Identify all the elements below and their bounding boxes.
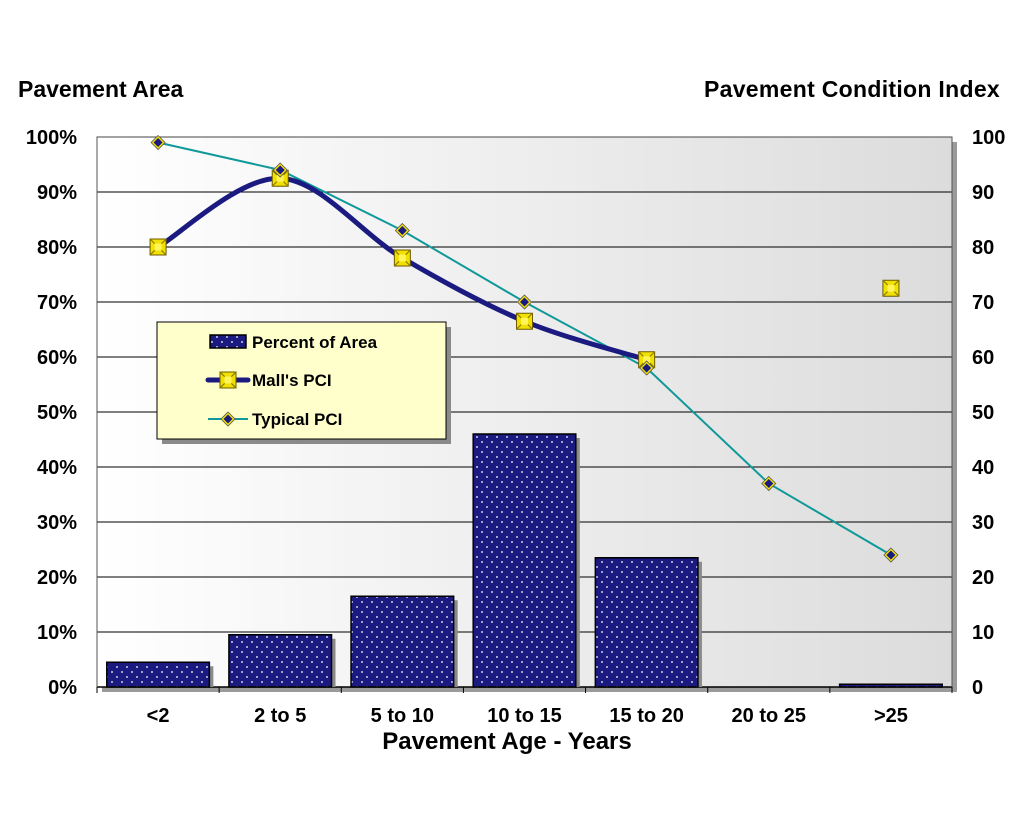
y-left-tick-label: 100% — [26, 127, 77, 149]
malls-pci-point — [393, 249, 411, 267]
malls-pci-point — [516, 312, 533, 330]
y-right-tick-label: 100 — [972, 127, 1005, 149]
y-left-tick-label: 50% — [37, 402, 77, 424]
legend-swatch-typical-marker — [220, 411, 236, 427]
typical-pci-point — [883, 547, 899, 563]
y-right-tick-label: 20 — [972, 567, 994, 589]
x-tick-label: 5 to 10 — [371, 705, 434, 727]
legend-label-percent-of-area: Percent of Area — [252, 333, 378, 352]
right-axis-title: Pavement Condition Index — [703, 76, 1000, 102]
bar — [594, 557, 699, 688]
y-left-tick-label: 70% — [37, 292, 77, 314]
x-axis-title: Pavement Age - Years — [382, 728, 632, 755]
malls-pci-point — [271, 169, 289, 187]
y-right-tick-label: 60 — [972, 347, 994, 369]
typical-pci-point — [272, 162, 288, 178]
typical-pci-point — [761, 475, 777, 492]
left-axis-title: Pavement Area — [18, 76, 184, 102]
y-right-tick-label: 0 — [972, 677, 983, 699]
bar — [350, 595, 455, 688]
legend: Percent of Area Mall's PCI Typical PCI — [156, 321, 451, 444]
legend-swatch-bar — [209, 334, 247, 349]
legend-box — [156, 321, 447, 440]
y-left-tick-label: 20% — [37, 567, 77, 589]
y-left-tick-label: 90% — [37, 182, 77, 204]
y-left-tick-label: 80% — [37, 237, 77, 259]
legend-label-typical-pci: Typical PCI — [252, 410, 342, 429]
y-left-tick-label: 60% — [37, 347, 77, 369]
x-tick-label: 15 to 20 — [609, 705, 683, 727]
bar — [106, 661, 211, 688]
x-tick-label: 2 to 5 — [254, 705, 306, 727]
x-tick-label: >25 — [874, 705, 908, 727]
y-right-tick-label: 70 — [972, 292, 994, 314]
y-left-tick-label: 0% — [48, 677, 77, 699]
typical-pci-point — [394, 222, 410, 239]
typical-pci-point — [516, 294, 533, 310]
y-left-tick-label: 40% — [37, 457, 77, 479]
malls-pci-point — [149, 238, 167, 256]
bar — [838, 683, 943, 688]
y-left-tick-label: 30% — [37, 512, 77, 534]
y-right-tick-label: 40 — [972, 457, 994, 479]
y-right-tick-label: 80 — [972, 237, 994, 259]
y-right-tick-label: 90 — [972, 182, 994, 204]
typical-pci-point — [150, 134, 166, 151]
y-right-tick-label: 30 — [972, 512, 994, 534]
legend-swatch-malls-marker — [219, 371, 237, 389]
malls-pci-point — [882, 279, 900, 297]
bar — [472, 433, 577, 688]
x-tick-label: 20 to 25 — [732, 705, 806, 727]
x-tick-label: 10 to 15 — [487, 705, 561, 727]
typical-pci-point — [639, 360, 655, 376]
y-right-tick-label: 10 — [972, 622, 994, 644]
y-right-tick-label: 50 — [972, 402, 994, 424]
legend-label-malls-pci: Mall's PCI — [252, 371, 332, 390]
bar — [228, 634, 333, 688]
x-tick-label: <2 — [147, 705, 170, 727]
y-left-tick-label: 10% — [37, 622, 77, 644]
